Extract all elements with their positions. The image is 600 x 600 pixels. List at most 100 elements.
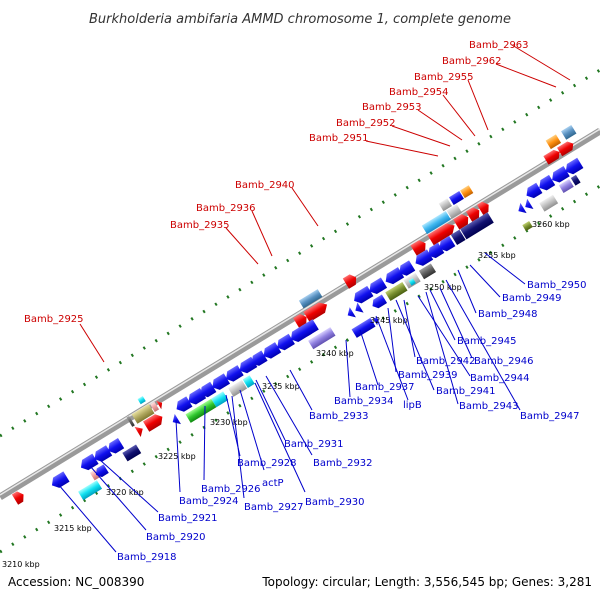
- gene-label[interactable]: lipB: [403, 400, 422, 411]
- gene-label[interactable]: Bamb_2954: [389, 87, 449, 98]
- gene-label[interactable]: Bamb_2947: [520, 411, 580, 422]
- gene-feature[interactable]: [545, 134, 562, 150]
- gene-feature[interactable]: [549, 166, 570, 185]
- gene-feature[interactable]: [396, 260, 416, 278]
- gene-label[interactable]: Bamb_2949: [502, 293, 562, 304]
- gene-feature[interactable]: [91, 445, 113, 464]
- gene-feature[interactable]: [303, 299, 330, 323]
- gene-feature[interactable]: [421, 211, 451, 235]
- gene-feature[interactable]: [561, 124, 577, 140]
- gene-label[interactable]: actP: [262, 478, 284, 489]
- gene-feature[interactable]: [366, 277, 388, 297]
- gene-feature[interactable]: [260, 342, 282, 361]
- gene-label[interactable]: Bamb_2953: [362, 102, 422, 113]
- gene-label[interactable]: Bamb_2921: [158, 513, 218, 524]
- gene-feature[interactable]: [308, 327, 336, 350]
- gene-feature[interactable]: [293, 312, 309, 329]
- gene-label[interactable]: Bamb_2935: [170, 220, 230, 231]
- gene-feature[interactable]: [543, 148, 562, 165]
- gene-label[interactable]: Bamb_2925: [24, 314, 84, 325]
- gene-feature[interactable]: [89, 469, 101, 481]
- gene-feature[interactable]: [122, 444, 142, 462]
- gene-feature[interactable]: [93, 464, 109, 479]
- gene-feature[interactable]: [477, 200, 492, 216]
- gene-feature[interactable]: [126, 415, 135, 427]
- gene-label[interactable]: Bamb_2946: [474, 356, 534, 367]
- gene-label[interactable]: Bamb_2951: [309, 133, 369, 144]
- gene-label[interactable]: Bamb_2933: [309, 411, 369, 422]
- gene-feature[interactable]: [345, 307, 356, 320]
- gene-feature[interactable]: [351, 317, 376, 338]
- gene-label[interactable]: Bamb_2943: [459, 401, 519, 412]
- gene-feature[interactable]: [427, 220, 458, 246]
- gene-feature[interactable]: [137, 395, 146, 405]
- gene-label[interactable]: Bamb_2928: [237, 458, 297, 469]
- gene-feature[interactable]: [385, 282, 408, 301]
- gene-feature[interactable]: [105, 438, 125, 456]
- gene-label[interactable]: Bamb_2955: [414, 72, 474, 83]
- gene-feature[interactable]: [134, 424, 145, 437]
- gene-label[interactable]: Bamb_2918: [117, 552, 177, 563]
- gene-feature[interactable]: [372, 315, 381, 326]
- gene-feature[interactable]: [383, 267, 405, 287]
- gene-feature[interactable]: [351, 285, 374, 306]
- gene-feature[interactable]: [563, 157, 584, 177]
- gene-label[interactable]: Bamb_2952: [336, 118, 396, 129]
- gene-feature[interactable]: [408, 277, 416, 286]
- gene-feature[interactable]: [211, 391, 229, 408]
- gene-feature[interactable]: [274, 333, 295, 353]
- gene-feature[interactable]: [539, 194, 559, 212]
- gene-feature[interactable]: [523, 182, 543, 201]
- gene-feature[interactable]: [522, 198, 534, 212]
- gene-feature[interactable]: [242, 375, 255, 388]
- gene-feature[interactable]: [249, 350, 268, 368]
- gene-label[interactable]: Bamb_2920: [146, 532, 206, 543]
- gene-label[interactable]: Bamb_2931: [284, 439, 344, 450]
- gene-feature[interactable]: [131, 403, 155, 424]
- gene-feature[interactable]: [49, 471, 70, 490]
- gene-feature[interactable]: [460, 212, 494, 240]
- gene-feature[interactable]: [370, 294, 388, 311]
- gene-feature[interactable]: [298, 289, 323, 309]
- gene-label[interactable]: Bamb_2926: [201, 484, 261, 495]
- gene-label[interactable]: Bamb_2934: [334, 396, 394, 407]
- gene-label[interactable]: Bamb_2927: [244, 502, 304, 513]
- gene-label[interactable]: Bamb_2948: [478, 309, 538, 320]
- gene-feature[interactable]: [342, 272, 359, 289]
- gene-label[interactable]: Bamb_2962: [442, 56, 502, 67]
- gene-label[interactable]: Bamb_2936: [196, 203, 256, 214]
- gene-feature[interactable]: [223, 365, 244, 384]
- gene-feature[interactable]: [449, 191, 464, 205]
- gene-feature[interactable]: [150, 401, 160, 413]
- gene-feature[interactable]: [570, 174, 581, 186]
- gene-label[interactable]: Bamb_2930: [305, 497, 365, 508]
- gene-feature[interactable]: [460, 185, 474, 199]
- gene-feature[interactable]: [173, 396, 193, 414]
- gene-feature[interactable]: [185, 398, 217, 423]
- gene-feature[interactable]: [209, 373, 231, 392]
- gene-feature[interactable]: [297, 319, 319, 339]
- gene-label[interactable]: Bamb_2940: [235, 180, 295, 191]
- gene-feature[interactable]: [78, 453, 99, 473]
- gene-label[interactable]: Bamb_2932: [313, 458, 373, 469]
- gene-feature[interactable]: [418, 263, 437, 280]
- gene-feature[interactable]: [558, 179, 574, 193]
- gene-feature[interactable]: [170, 413, 181, 427]
- gene-label[interactable]: Bamb_2944: [470, 373, 530, 384]
- gene-label[interactable]: Bamb_2937: [355, 382, 415, 393]
- gene-feature[interactable]: [156, 399, 165, 410]
- gene-feature[interactable]: [410, 238, 428, 256]
- gene-label[interactable]: Bamb_2963: [469, 40, 529, 51]
- gene-feature[interactable]: [143, 412, 165, 432]
- gene-feature[interactable]: [228, 379, 248, 397]
- gene-feature[interactable]: [453, 212, 471, 230]
- gene-feature[interactable]: [78, 480, 103, 501]
- gene-feature[interactable]: [436, 235, 456, 254]
- gene-feature[interactable]: [446, 204, 462, 220]
- gene-feature[interactable]: [465, 205, 482, 222]
- gene-feature[interactable]: [515, 202, 527, 216]
- gene-feature[interactable]: [450, 229, 466, 246]
- gene-feature[interactable]: [557, 139, 576, 157]
- gene-feature[interactable]: [352, 302, 364, 315]
- gene-label[interactable]: Bamb_2941: [436, 386, 496, 397]
